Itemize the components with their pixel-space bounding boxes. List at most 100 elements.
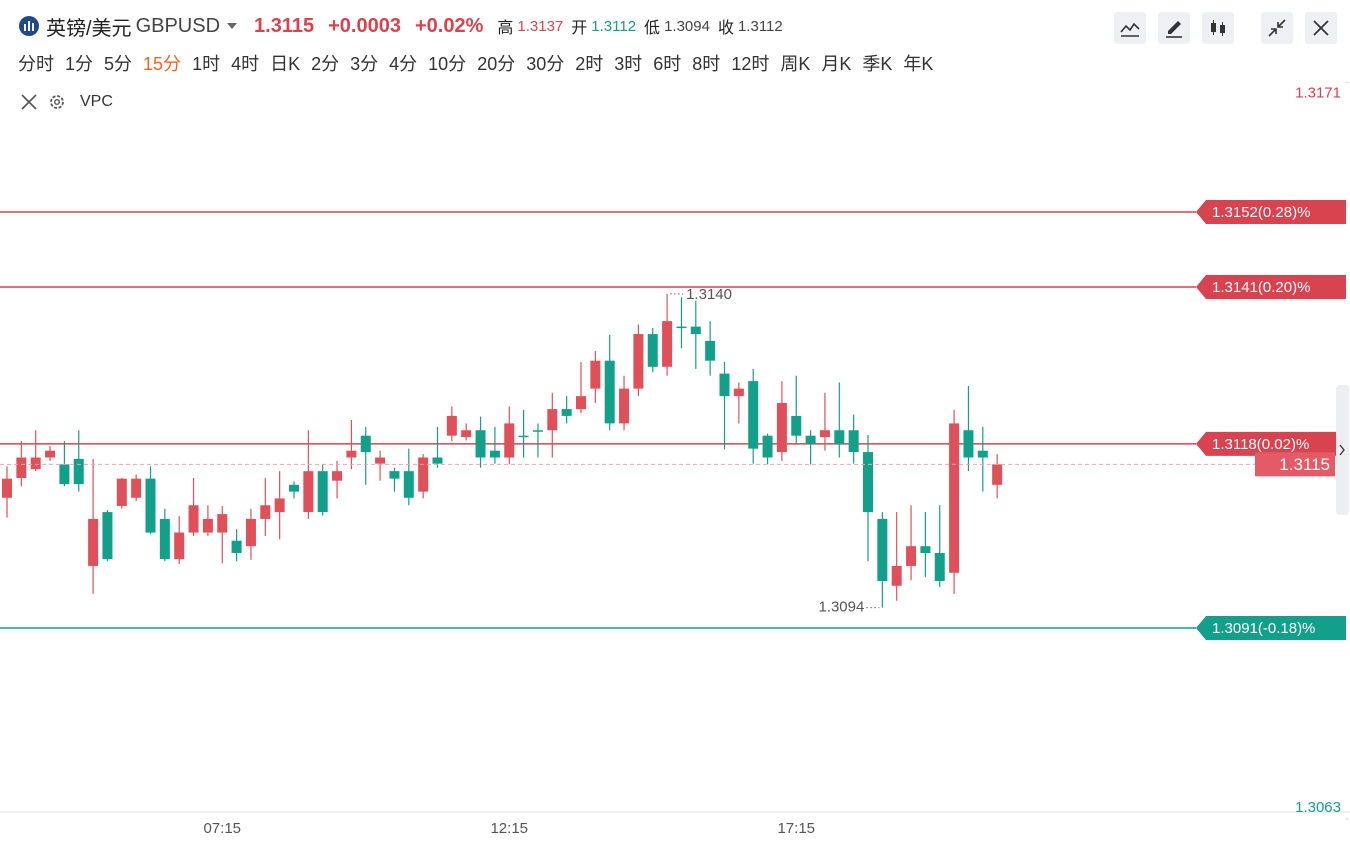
candle-body xyxy=(446,415,457,436)
timeframe-tab[interactable]: 8时 xyxy=(692,54,721,74)
stat-label: 高 xyxy=(497,20,514,37)
timeframe-tab[interactable]: 15分 xyxy=(143,54,182,74)
candle-body xyxy=(30,457,41,470)
indicator-name: VPC xyxy=(80,93,113,110)
timeframe-tab[interactable]: 季K xyxy=(862,54,893,74)
timeframe-tab[interactable]: 日K xyxy=(270,54,301,74)
candle-body xyxy=(389,471,400,479)
candle-body xyxy=(547,409,558,431)
candle-body xyxy=(604,360,615,424)
timeframe-tab[interactable]: 3时 xyxy=(614,54,643,74)
timeframe-tab[interactable]: 3分 xyxy=(350,54,379,74)
candle-body xyxy=(518,435,529,438)
stat-value: 1.3094 xyxy=(664,17,710,35)
candle-body xyxy=(202,518,213,533)
timeframe-tab[interactable]: 2分 xyxy=(311,54,340,74)
candle-body xyxy=(762,435,773,458)
indicator-button[interactable] xyxy=(1114,12,1146,44)
candle-body xyxy=(848,430,859,453)
candle-body xyxy=(504,423,515,458)
candle-body xyxy=(59,464,70,485)
timeframe-tab[interactable]: 4时 xyxy=(231,54,260,74)
candle-body xyxy=(260,505,271,519)
dropdown[interactable] xyxy=(226,21,238,31)
candle-body xyxy=(346,450,357,458)
timeframe-tab[interactable]: 10分 xyxy=(428,54,467,74)
candle-body xyxy=(633,334,644,389)
indicator-icons[interactable] xyxy=(20,92,76,112)
x-tick-label: 12:15 xyxy=(490,820,528,837)
timeframe-tab[interactable]: 12时 xyxy=(731,54,770,74)
y-tick-label: 1.3171 xyxy=(1295,84,1341,101)
change: +0.0003 xyxy=(328,14,401,37)
stat-label: 低 xyxy=(644,20,661,37)
level-tag xyxy=(1196,199,1346,224)
draw-button[interactable] xyxy=(1158,12,1190,44)
candle-body xyxy=(159,518,170,560)
stat-value: 1.3112 xyxy=(591,17,637,35)
candle-body xyxy=(863,452,873,513)
candle-body xyxy=(317,471,328,513)
candle-body xyxy=(992,464,1003,485)
candle-body xyxy=(231,540,242,554)
candle-body xyxy=(102,512,113,560)
timeframe-tab[interactable]: 6时 xyxy=(653,54,682,74)
x-tick-label: 17:15 xyxy=(777,820,815,837)
timeframe-tab[interactable]: 4分 xyxy=(389,54,418,74)
candle-body xyxy=(619,388,630,424)
candle-body xyxy=(576,396,586,410)
timeframe-tab[interactable]: 年K xyxy=(903,54,934,74)
candle-body xyxy=(934,553,945,581)
candle-body xyxy=(891,565,902,586)
candle-button[interactable] xyxy=(1202,12,1234,44)
timeframe-tab[interactable]: 月K xyxy=(821,54,852,74)
candle-body xyxy=(432,457,443,464)
collapse-button[interactable] xyxy=(1261,12,1293,44)
side-handle[interactable] xyxy=(1336,385,1349,515)
timeframe-tab[interactable]: 1时 xyxy=(192,54,221,74)
candle-body xyxy=(188,505,199,533)
timeframe-tab[interactable]: 1分 xyxy=(65,54,94,74)
close-button[interactable] xyxy=(1305,12,1337,44)
timeframe-tab[interactable]: 30分 xyxy=(526,54,565,74)
y-tick-label: 1.3063 xyxy=(1295,799,1341,816)
candle-body xyxy=(561,409,572,416)
level-tag xyxy=(1196,431,1346,456)
symbol[interactable]: GBPUSD xyxy=(135,14,221,37)
level-label: 1.3141(0.20)% xyxy=(1212,279,1310,296)
candle-body xyxy=(289,484,299,492)
level-tag xyxy=(1196,616,1346,641)
candle-body xyxy=(906,546,917,566)
timeframe-tab[interactable]: 20分 xyxy=(477,54,516,74)
candle-body xyxy=(705,340,716,361)
candle-body xyxy=(245,518,256,547)
candle-body xyxy=(73,458,84,485)
candle-body xyxy=(303,471,314,513)
candle-body xyxy=(834,430,845,444)
header: 英镑/美元 GBPUSD 1.3115 +0.0003 +0.02% 高 1.31… xyxy=(18,12,805,40)
candle-body xyxy=(332,471,343,481)
stat-label: 开 xyxy=(571,20,588,37)
candle-body xyxy=(145,478,156,533)
candle-body xyxy=(131,478,142,498)
candle-body xyxy=(174,532,185,560)
candle-body xyxy=(690,326,701,335)
x-tick-label: 07:15 xyxy=(203,820,241,837)
logo xyxy=(19,16,39,36)
candle-body xyxy=(461,430,472,438)
candle-body xyxy=(2,478,12,498)
candle-body xyxy=(748,381,759,449)
candle-body xyxy=(963,430,974,458)
indicator-bar: VPC xyxy=(20,92,113,112)
candle-body xyxy=(532,430,543,432)
candle-body xyxy=(360,435,371,453)
timeframe-tab[interactable]: 2时 xyxy=(575,54,604,74)
candle-body xyxy=(116,478,127,506)
candle-body xyxy=(791,415,802,436)
timeframe-tab[interactable]: 周K xyxy=(780,54,811,74)
candle-body xyxy=(375,457,386,464)
timeframe-tab[interactable]: 5分 xyxy=(104,54,133,74)
candle-body xyxy=(662,321,673,367)
current-price-label: 1.3115 xyxy=(1279,455,1330,474)
timeframe-tab[interactable]: 分时 xyxy=(18,54,54,74)
